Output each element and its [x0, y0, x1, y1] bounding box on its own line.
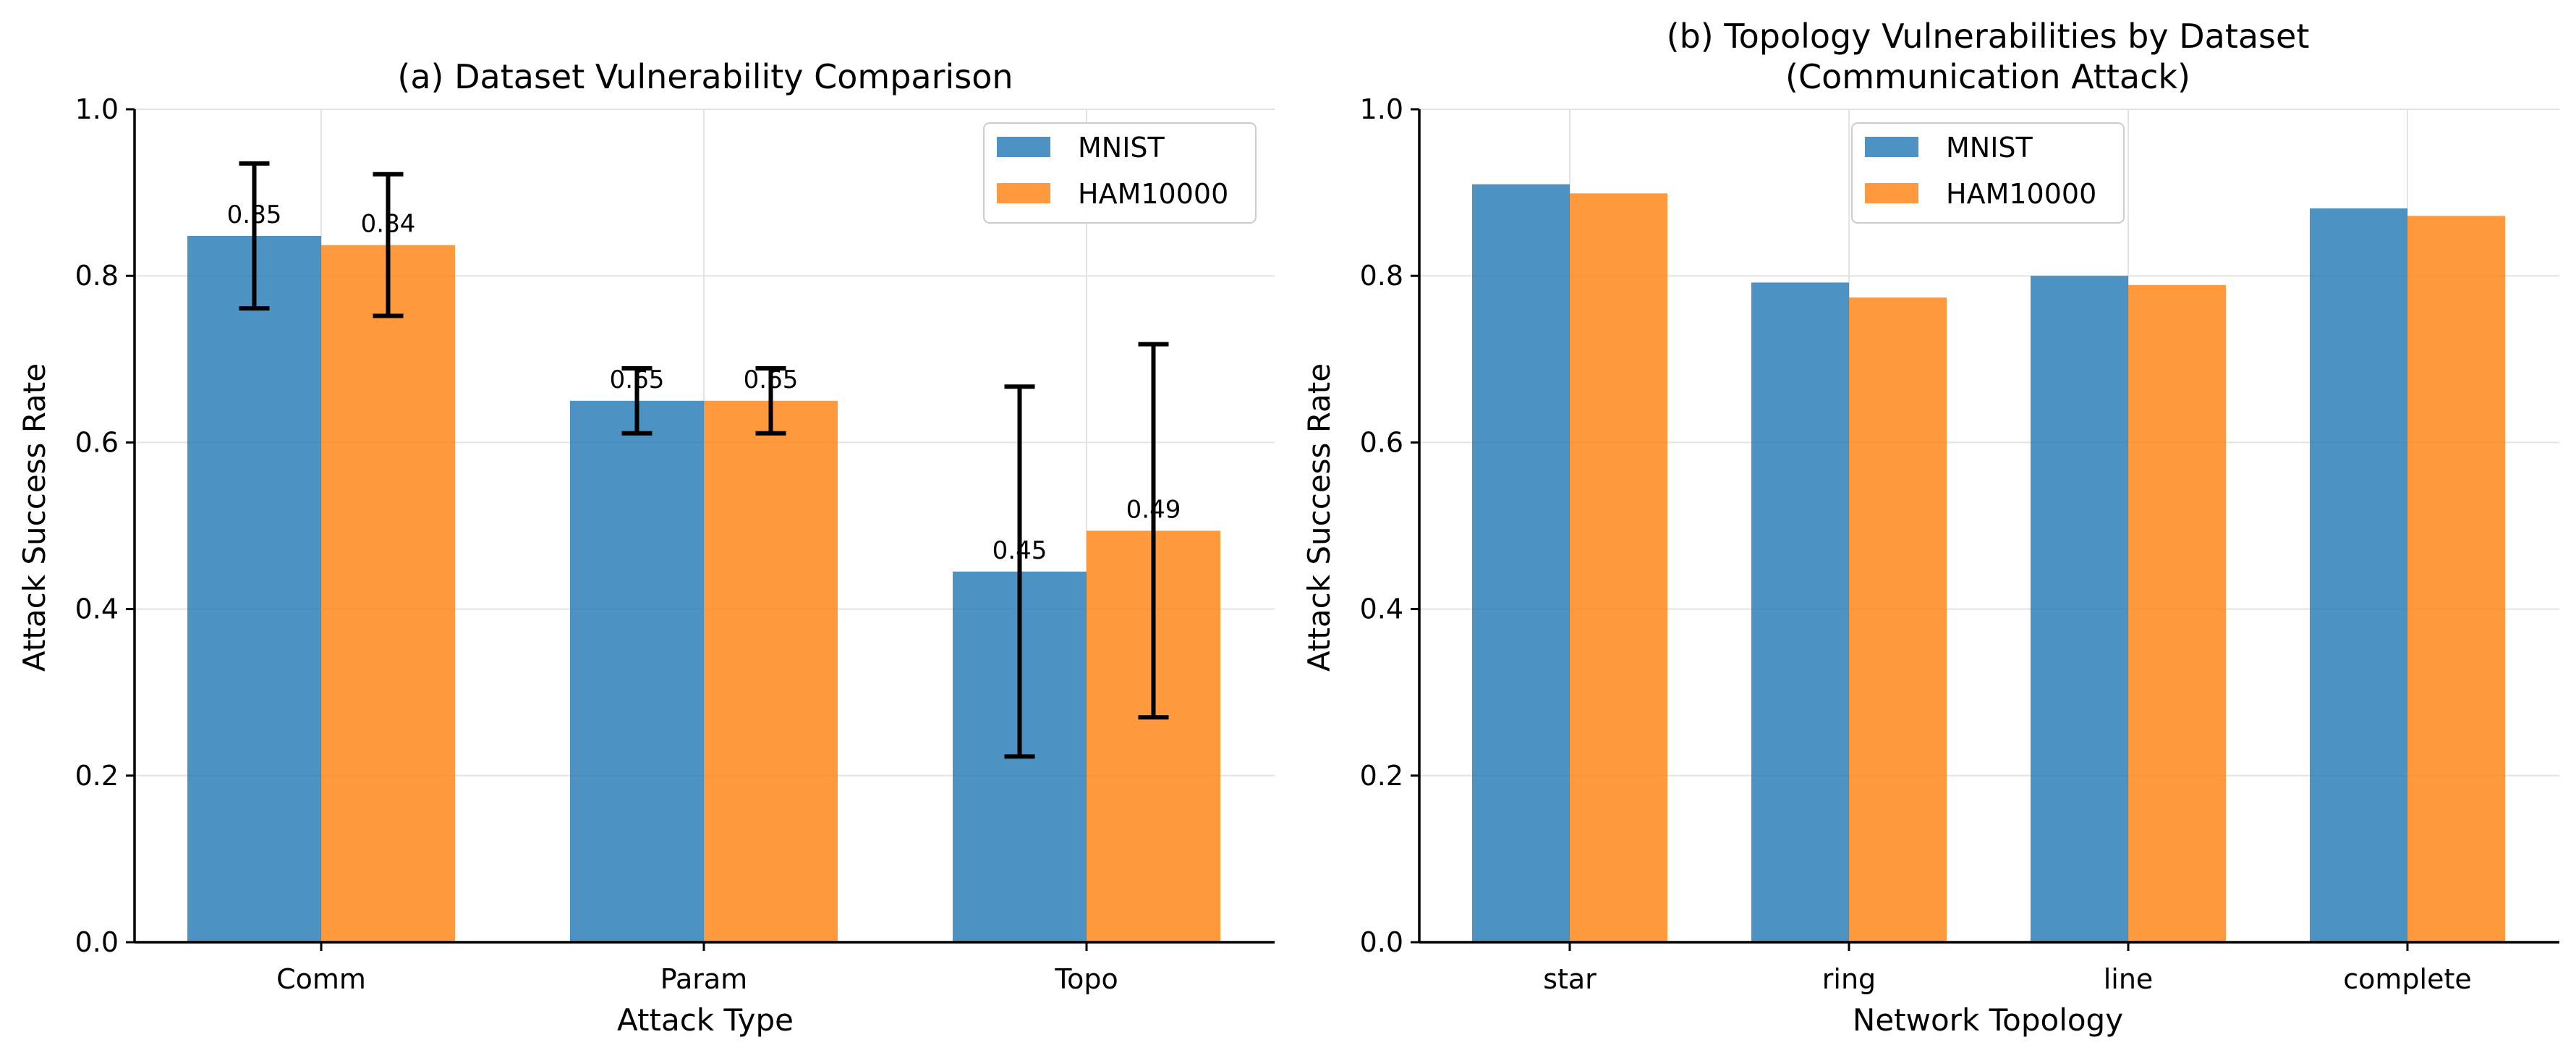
legend-swatch-ham10000: [997, 183, 1050, 203]
y-tick-label: 0.0: [1360, 926, 1403, 958]
legend-label-ham10000: HAM10000: [1078, 178, 1228, 210]
y-tick-label: 0.0: [75, 926, 119, 958]
error-bar: [373, 172, 404, 318]
x-tick-label: Topo: [1054, 963, 1118, 995]
panel-b-xlabel: Network Topology: [1853, 1002, 2123, 1038]
legend-label-ham10000: HAM10000: [1946, 178, 2096, 210]
y-tick-label: 1.0: [75, 93, 119, 125]
legend-swatch-ham10000: [1865, 183, 1918, 203]
panel-b-plot-area: 0.0 0.2 0.4 0.6 0.8 1.0 star ring line complete: [1360, 93, 2559, 995]
y-tick-label: 0.6: [1360, 426, 1403, 458]
legend-swatch-mnist: [997, 137, 1050, 157]
legend-label-mnist: MNIST: [1946, 132, 2033, 164]
bar-ham10000-star: [1570, 193, 1667, 943]
bar-mnist-line: [2031, 276, 2128, 942]
bar-ham10000-comm: [321, 245, 455, 942]
value-label: 0.85: [227, 200, 282, 229]
panel-b-subtitle: (Communication Attack): [1785, 57, 2190, 96]
y-tick-label: 0.8: [1360, 260, 1403, 292]
legend-frame: [1851, 122, 2125, 224]
legend-frame: [983, 122, 1257, 224]
bar-ham10000-param: [704, 400, 838, 942]
legend-swatch-mnist: [1865, 137, 1918, 157]
error-bar: [1138, 342, 1169, 720]
value-label: 0.84: [361, 210, 416, 239]
bar-mnist-complete: [2310, 208, 2407, 942]
x-tick-label: star: [1543, 963, 1597, 995]
value-label: 0.45: [992, 536, 1047, 565]
panel-a-xlabel: Attack Type: [617, 1002, 794, 1038]
bar-ham10000-line: [2128, 284, 2226, 943]
bar-ham10000-complete: [2407, 216, 2505, 942]
panel-a-chart: (a) Dataset Vulnerability Comparison 0.8…: [17, 57, 1275, 1038]
y-tick-label: 0.8: [75, 260, 119, 292]
y-tick-label: 0.4: [1360, 593, 1403, 625]
x-tick-label: ring: [1822, 963, 1876, 995]
value-label: 0.65: [610, 365, 665, 394]
error-bar: [621, 365, 652, 436]
x-tick-label: line: [2104, 963, 2154, 995]
y-tick-label: 0.4: [75, 593, 119, 625]
y-tick-label: 1.0: [1360, 93, 1403, 125]
legend-label-mnist: MNIST: [1078, 132, 1165, 164]
x-tick-label: Comm: [276, 963, 366, 995]
x-tick-label: Param: [660, 963, 747, 995]
panel-b-chart: (b) Topology Vulnerabilities by Dataset …: [1301, 17, 2559, 1038]
panel-a-legend: MNIST HAM10000: [983, 122, 1257, 224]
y-tick-label: 0.6: [75, 426, 119, 458]
error-bar: [755, 365, 786, 436]
bar-mnist-param: [570, 400, 704, 942]
bar-mnist-star: [1472, 184, 1570, 943]
bar-ham10000-ring: [1849, 297, 1947, 943]
x-tick-label: complete: [2343, 963, 2472, 995]
panel-a-ylabel: Attack Success Rate: [17, 363, 52, 672]
value-label: 0.65: [744, 365, 799, 394]
value-label: 0.49: [1126, 495, 1181, 524]
bar-mnist-ring: [1751, 282, 1849, 943]
error-bar: [239, 161, 270, 311]
panel-b-ylabel: Attack Success Rate: [1301, 363, 1337, 672]
y-tick-label: 0.2: [1360, 760, 1403, 792]
error-bar: [1004, 384, 1035, 759]
y-tick-label: 0.2: [75, 760, 119, 792]
panel-a-plot-area: 0.85 0.65 0.45 0.84 0.65 0.49 0.0 0.2 0.4 0.6 0.8 1…: [75, 93, 1275, 995]
panel-b-title: (b) Topology Vulnerabilities by Dataset: [1667, 17, 2310, 56]
bar-mnist-comm: [187, 235, 321, 942]
panel-b-legend: MNIST HAM10000: [1851, 122, 2125, 224]
panel-a-title: (a) Dataset Vulnerability Comparison: [397, 57, 1013, 96]
